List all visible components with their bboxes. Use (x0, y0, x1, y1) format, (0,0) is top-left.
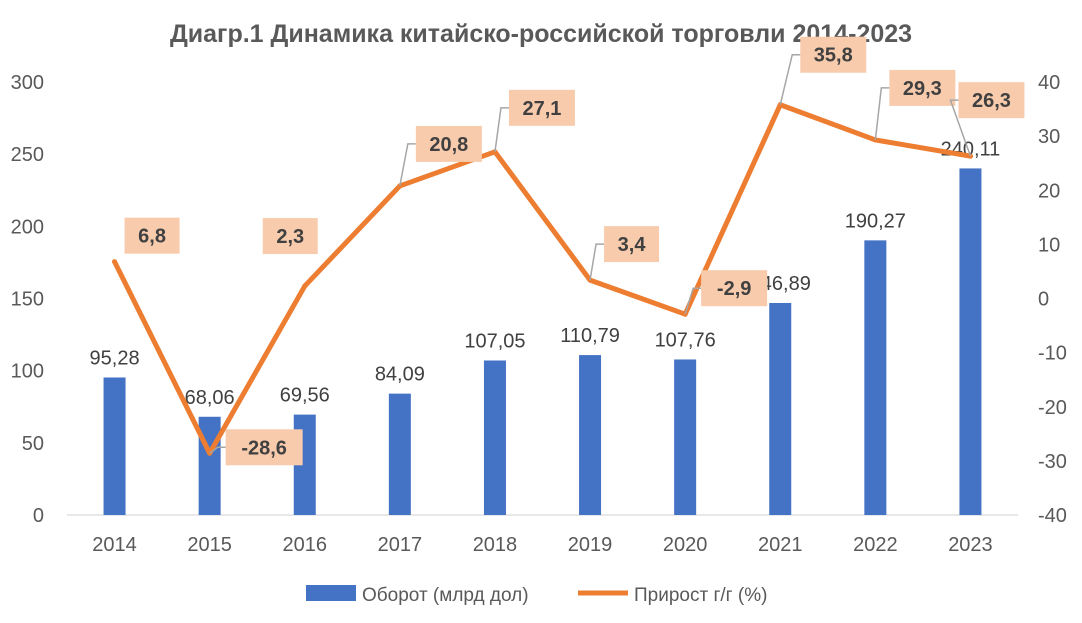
bar-2020 (674, 359, 697, 515)
label-leader-line (399, 143, 416, 187)
y-right-tick-label: 40 (1038, 72, 1060, 94)
label-leader-line (494, 107, 509, 152)
y-left-tick-label: 200 (11, 216, 44, 238)
y-right-tick-label: 20 (1038, 180, 1060, 202)
bar-2017 (388, 393, 411, 515)
growth-data-label: 35,8 (814, 45, 853, 67)
bar-data-label: 95,28 (90, 347, 140, 369)
label-leader-line (779, 53, 801, 105)
legend-label-line: Прирост г/г (%) (634, 585, 767, 606)
label-leader-line (949, 99, 972, 157)
legend-label-bar: Оборот (млрд дол) (362, 585, 529, 606)
growth-labels: 6,8 -28,6 2,3 20,8 27,1 3,4 -2,9 35,8 29,3 26,3 (124, 36, 1025, 466)
y-left-tick-label: 50 (22, 433, 44, 455)
growth-label-box (225, 429, 303, 466)
bar-2022 (864, 240, 887, 516)
bar-2021 (769, 302, 792, 515)
x-tick-label: 2014 (92, 534, 137, 556)
growth-data-label: 20,8 (429, 134, 468, 156)
growth-label-box (508, 89, 575, 126)
growth-data-label: 27,1 (522, 98, 561, 120)
growth-line (112, 102, 973, 456)
y-left-tick-label: 150 (11, 289, 44, 311)
y-right-tick-label: 10 (1038, 234, 1060, 256)
y-left-tick-label: 250 (11, 144, 44, 166)
y-left-tick-label: 100 (11, 361, 44, 383)
bar-data-label: 68,06 (185, 387, 235, 409)
growth-label-box (889, 69, 956, 106)
growth-label-box (958, 82, 1025, 119)
growth-label-box (124, 217, 180, 254)
x-tick-label: 2017 (378, 534, 423, 556)
label-leader-line (874, 87, 890, 140)
growth-label-box (604, 226, 660, 263)
growth-point-2014 (112, 259, 118, 265)
y-left-tick-label: 300 (11, 72, 44, 94)
bar-2015 (198, 416, 221, 515)
y-right-tick-label: 0 (1038, 289, 1049, 311)
bar-data-label: 69,56 (280, 385, 330, 407)
x-tick-label: 2016 (283, 534, 328, 556)
growth-data-label: 3,4 (618, 234, 647, 256)
growth-label-box (701, 270, 768, 307)
x-tick-label: 2019 (568, 534, 613, 556)
bar-2014 (103, 377, 126, 515)
growth-label-box (800, 36, 867, 73)
x-tick-label: 2021 (758, 534, 803, 556)
growth-data-label: 2,3 (276, 226, 304, 248)
bar-2023 (959, 168, 982, 516)
y-right-tick-label: -20 (1038, 397, 1067, 419)
chart-title: Диагр.1 Динамика китайско-российской тор… (170, 20, 912, 48)
bar-data-label: 190,27 (845, 210, 906, 232)
y-right-tick-label: -40 (1038, 505, 1067, 527)
growth-data-label: -2,9 (717, 278, 751, 300)
bar-2019 (579, 355, 602, 515)
growth-point-2016 (302, 283, 308, 289)
label-leader-line (589, 243, 605, 281)
y-right-tick-label: -10 (1038, 343, 1067, 365)
y-right-tick-label: 30 (1038, 126, 1060, 148)
growth-data-label: 29,3 (903, 78, 942, 100)
growth-data-label: -28,6 (241, 437, 287, 459)
growth-data-label: 26,3 (972, 90, 1011, 112)
x-tick-label: 2023 (948, 534, 993, 556)
growth-label-box (262, 218, 318, 255)
bar-data-label: 107,05 (464, 330, 525, 352)
x-tick-label: 2020 (663, 534, 708, 556)
y-right-tick-label: -30 (1038, 451, 1067, 473)
growth-label-box (415, 125, 482, 162)
bar-2018 (483, 360, 506, 515)
y-left-tick-label: 0 (33, 505, 44, 527)
label-leader-line (684, 287, 702, 315)
label-leader-line (209, 446, 226, 454)
legend-swatch-bar (306, 585, 356, 601)
bar-data-label: 84,09 (375, 364, 425, 386)
bar-data-label: 110,79 (560, 325, 620, 347)
x-tick-label: 2018 (473, 534, 518, 556)
bar-data-label: 107,76 (655, 329, 716, 351)
growth-data-label: 6,8 (138, 226, 166, 248)
x-tick-label: 2015 (187, 534, 232, 556)
x-tick-label: 2022 (853, 534, 898, 556)
